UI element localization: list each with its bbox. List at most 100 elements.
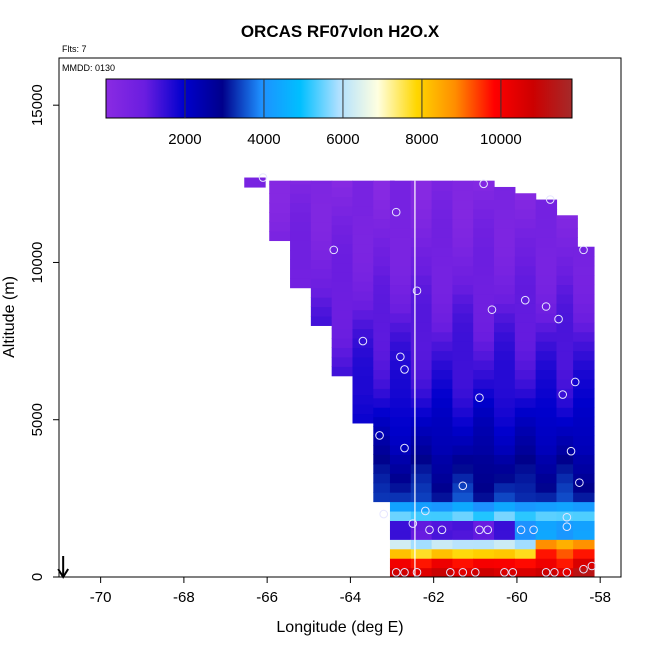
y-tick-label: 15000 xyxy=(29,84,46,126)
sample-point xyxy=(558,390,568,399)
heatmap-cell xyxy=(514,510,537,521)
heatmap-cell xyxy=(389,227,412,238)
heatmap-cell xyxy=(310,278,333,289)
sample-point xyxy=(566,446,576,456)
heatmap-cell xyxy=(573,463,595,474)
sample-point xyxy=(358,336,368,346)
heatmap-cell xyxy=(556,388,578,399)
heatmap-cell xyxy=(473,322,495,333)
heatmap-cell xyxy=(331,290,354,301)
sample-point xyxy=(562,567,572,577)
heatmap-cell xyxy=(389,293,412,304)
heatmap-cell xyxy=(452,284,474,295)
heatmap-cell xyxy=(352,337,374,348)
heatmap-cell xyxy=(410,492,433,503)
heatmap-cell xyxy=(410,218,433,229)
heatmap-cell xyxy=(535,303,558,314)
heatmap-cell xyxy=(389,435,412,446)
heatmap-cell xyxy=(473,199,495,210)
heatmap-cell xyxy=(410,426,433,437)
heatmap-cell xyxy=(556,548,578,559)
heatmap-cell xyxy=(452,275,474,286)
sample-point xyxy=(400,365,409,374)
heatmap-cell xyxy=(494,501,516,512)
heatmap-cell xyxy=(514,444,537,455)
heatmap-cell xyxy=(514,501,537,512)
heatmap-cell xyxy=(290,212,312,223)
heatmap-cell xyxy=(373,246,395,257)
heatmap-cell xyxy=(556,275,578,286)
heatmap-cell xyxy=(431,331,453,342)
heatmap-cell xyxy=(494,548,516,559)
heatmap-cell xyxy=(389,256,412,267)
heatmap-cell xyxy=(389,180,412,191)
heatmap-cell xyxy=(452,539,474,550)
heatmap-cell xyxy=(494,256,516,267)
heatmap-cell xyxy=(556,331,578,342)
heatmap-cell xyxy=(535,529,558,540)
heatmap-cell xyxy=(473,218,495,229)
heatmap-cell xyxy=(352,366,374,377)
heatmap-cell xyxy=(494,539,516,550)
heatmap-cell xyxy=(410,473,433,484)
heatmap-cell xyxy=(431,256,453,267)
heatmap-cell xyxy=(331,356,354,367)
sample-point xyxy=(570,377,580,387)
heatmap-cell xyxy=(373,303,395,314)
plot-frame xyxy=(58,57,622,578)
heatmap-cell xyxy=(473,208,495,220)
heatmap-cell xyxy=(310,268,333,279)
heatmap-cell xyxy=(331,328,354,339)
heatmap-cell xyxy=(310,183,333,194)
heatmap-cell xyxy=(389,199,412,210)
heatmap-cell xyxy=(452,341,474,352)
heatmap-cell xyxy=(573,454,595,465)
heatmap-cell xyxy=(352,328,374,339)
sample-point xyxy=(579,245,588,255)
heatmap-cell xyxy=(573,558,595,569)
heatmap-cell xyxy=(431,539,453,550)
heatmap-cell xyxy=(535,237,558,248)
heatmap-cell xyxy=(452,218,474,229)
heatmap-cell xyxy=(473,293,495,304)
sample-point xyxy=(575,478,584,487)
heatmap-cell xyxy=(352,186,374,197)
heatmap-cell xyxy=(535,501,558,512)
heatmap-cell xyxy=(389,454,412,465)
heatmap-cell xyxy=(514,284,537,295)
heatmap-cell xyxy=(431,275,453,286)
heatmap-cell xyxy=(573,246,595,257)
heatmap-cell xyxy=(535,322,558,333)
heatmap-cell xyxy=(310,231,333,242)
heatmap-cell xyxy=(556,435,578,446)
heatmap-cell xyxy=(473,444,495,455)
heatmap-cell xyxy=(431,567,453,577)
heatmap-cell xyxy=(494,350,516,361)
heatmap-cell xyxy=(410,359,433,370)
heatmap-cell xyxy=(431,350,453,361)
heatmap-cell xyxy=(431,378,453,389)
heatmap-cell xyxy=(535,407,558,418)
heatmap-cell xyxy=(431,388,453,399)
heatmap-cell xyxy=(514,275,537,286)
heatmap-cell xyxy=(556,350,578,361)
heatmap-cell xyxy=(352,356,374,367)
sample-point xyxy=(579,564,588,574)
sample-point xyxy=(520,295,530,305)
heatmap-cell xyxy=(389,492,412,503)
sample-point xyxy=(379,509,389,519)
heatmap-cell xyxy=(452,397,474,408)
sample-point xyxy=(545,195,555,204)
heatmap-cell xyxy=(290,278,312,289)
heatmap-cell xyxy=(535,208,558,220)
heatmap-cell xyxy=(431,180,453,191)
heatmap-cell xyxy=(573,397,595,408)
heatmap-cell xyxy=(514,548,537,559)
heatmap-cell xyxy=(389,501,412,512)
heatmap-cell xyxy=(494,482,516,493)
heatmap-cell xyxy=(290,268,312,279)
heatmap-cell xyxy=(431,341,453,352)
heatmap-cell xyxy=(331,337,354,348)
heatmap-cell xyxy=(310,193,333,204)
heatmap-cell xyxy=(573,407,595,418)
